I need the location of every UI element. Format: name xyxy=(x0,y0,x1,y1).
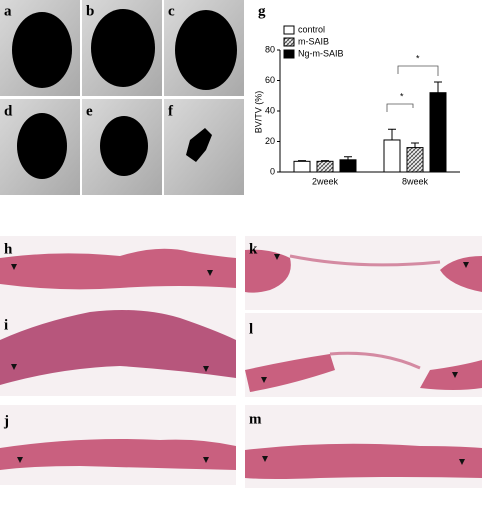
arrowhead xyxy=(261,377,267,383)
x-tick-label: 8week xyxy=(402,176,429,186)
tissue xyxy=(0,310,236,385)
bar xyxy=(316,160,334,173)
bracket xyxy=(397,65,439,76)
legend-swatch xyxy=(283,25,295,35)
bar xyxy=(406,147,424,173)
arrowhead xyxy=(274,254,280,260)
y-tick-label: 40 xyxy=(265,105,275,115)
legend-label: Ng-m-SAIB xyxy=(298,48,344,58)
panel-label: j xyxy=(3,413,9,429)
panel-label: e xyxy=(86,103,93,119)
error-bar xyxy=(388,128,396,140)
arrowhead xyxy=(459,459,465,465)
panel-label: a xyxy=(4,3,12,19)
defect xyxy=(17,113,67,179)
defect xyxy=(12,12,72,88)
bar xyxy=(383,139,401,173)
panel-label: h xyxy=(4,241,13,257)
panel-label: i xyxy=(4,317,8,333)
y-tick-label: 0 xyxy=(270,166,275,176)
panel-label: k xyxy=(249,241,258,257)
arrowhead xyxy=(463,262,469,268)
tissue xyxy=(245,443,482,479)
arrowhead xyxy=(203,457,209,463)
y-tick-label: 20 xyxy=(265,136,275,146)
bar xyxy=(429,92,447,173)
defect xyxy=(175,10,237,90)
arrowhead xyxy=(11,364,17,370)
error-bar xyxy=(434,81,442,93)
arrowhead xyxy=(262,456,268,462)
annotation: * xyxy=(400,91,404,101)
panel-label: m xyxy=(249,411,262,427)
arrowhead xyxy=(203,366,209,372)
legend-swatch xyxy=(283,37,295,47)
defect xyxy=(100,116,148,176)
panel-label: g xyxy=(258,3,266,19)
tissue xyxy=(329,351,421,370)
bracket xyxy=(386,103,414,112)
bar xyxy=(339,159,357,173)
bar xyxy=(293,160,311,173)
legend-swatch xyxy=(283,49,295,59)
micro-ct-panels xyxy=(0,0,244,195)
brackets xyxy=(386,65,439,112)
tissue xyxy=(245,354,482,392)
histology-panels xyxy=(0,236,482,488)
arrowhead xyxy=(17,457,23,463)
y-tick-label: 60 xyxy=(265,75,275,85)
y-axis-label: BV/TV (%) xyxy=(253,91,263,134)
arrowhead xyxy=(11,264,17,270)
tissue xyxy=(0,248,236,290)
error-bar xyxy=(344,156,352,160)
panel-label: d xyxy=(4,103,13,119)
arrowhead xyxy=(452,372,458,378)
defect xyxy=(91,9,155,87)
arrowhead xyxy=(207,270,213,276)
y-tick-label: 80 xyxy=(265,44,275,54)
panel-label: b xyxy=(86,3,94,19)
error-bar xyxy=(411,142,419,148)
x-tick-label: 2week xyxy=(312,176,339,186)
panel-label: c xyxy=(168,3,175,19)
legend-label: control xyxy=(298,24,325,34)
tissue xyxy=(0,439,236,470)
tissue xyxy=(245,249,482,293)
annotation: * xyxy=(416,53,420,63)
defect xyxy=(186,128,212,162)
tissue xyxy=(289,254,441,267)
legend-label: m-SAIB xyxy=(298,36,329,46)
panel-label: f xyxy=(168,103,174,119)
panel-label: l xyxy=(249,321,253,337)
